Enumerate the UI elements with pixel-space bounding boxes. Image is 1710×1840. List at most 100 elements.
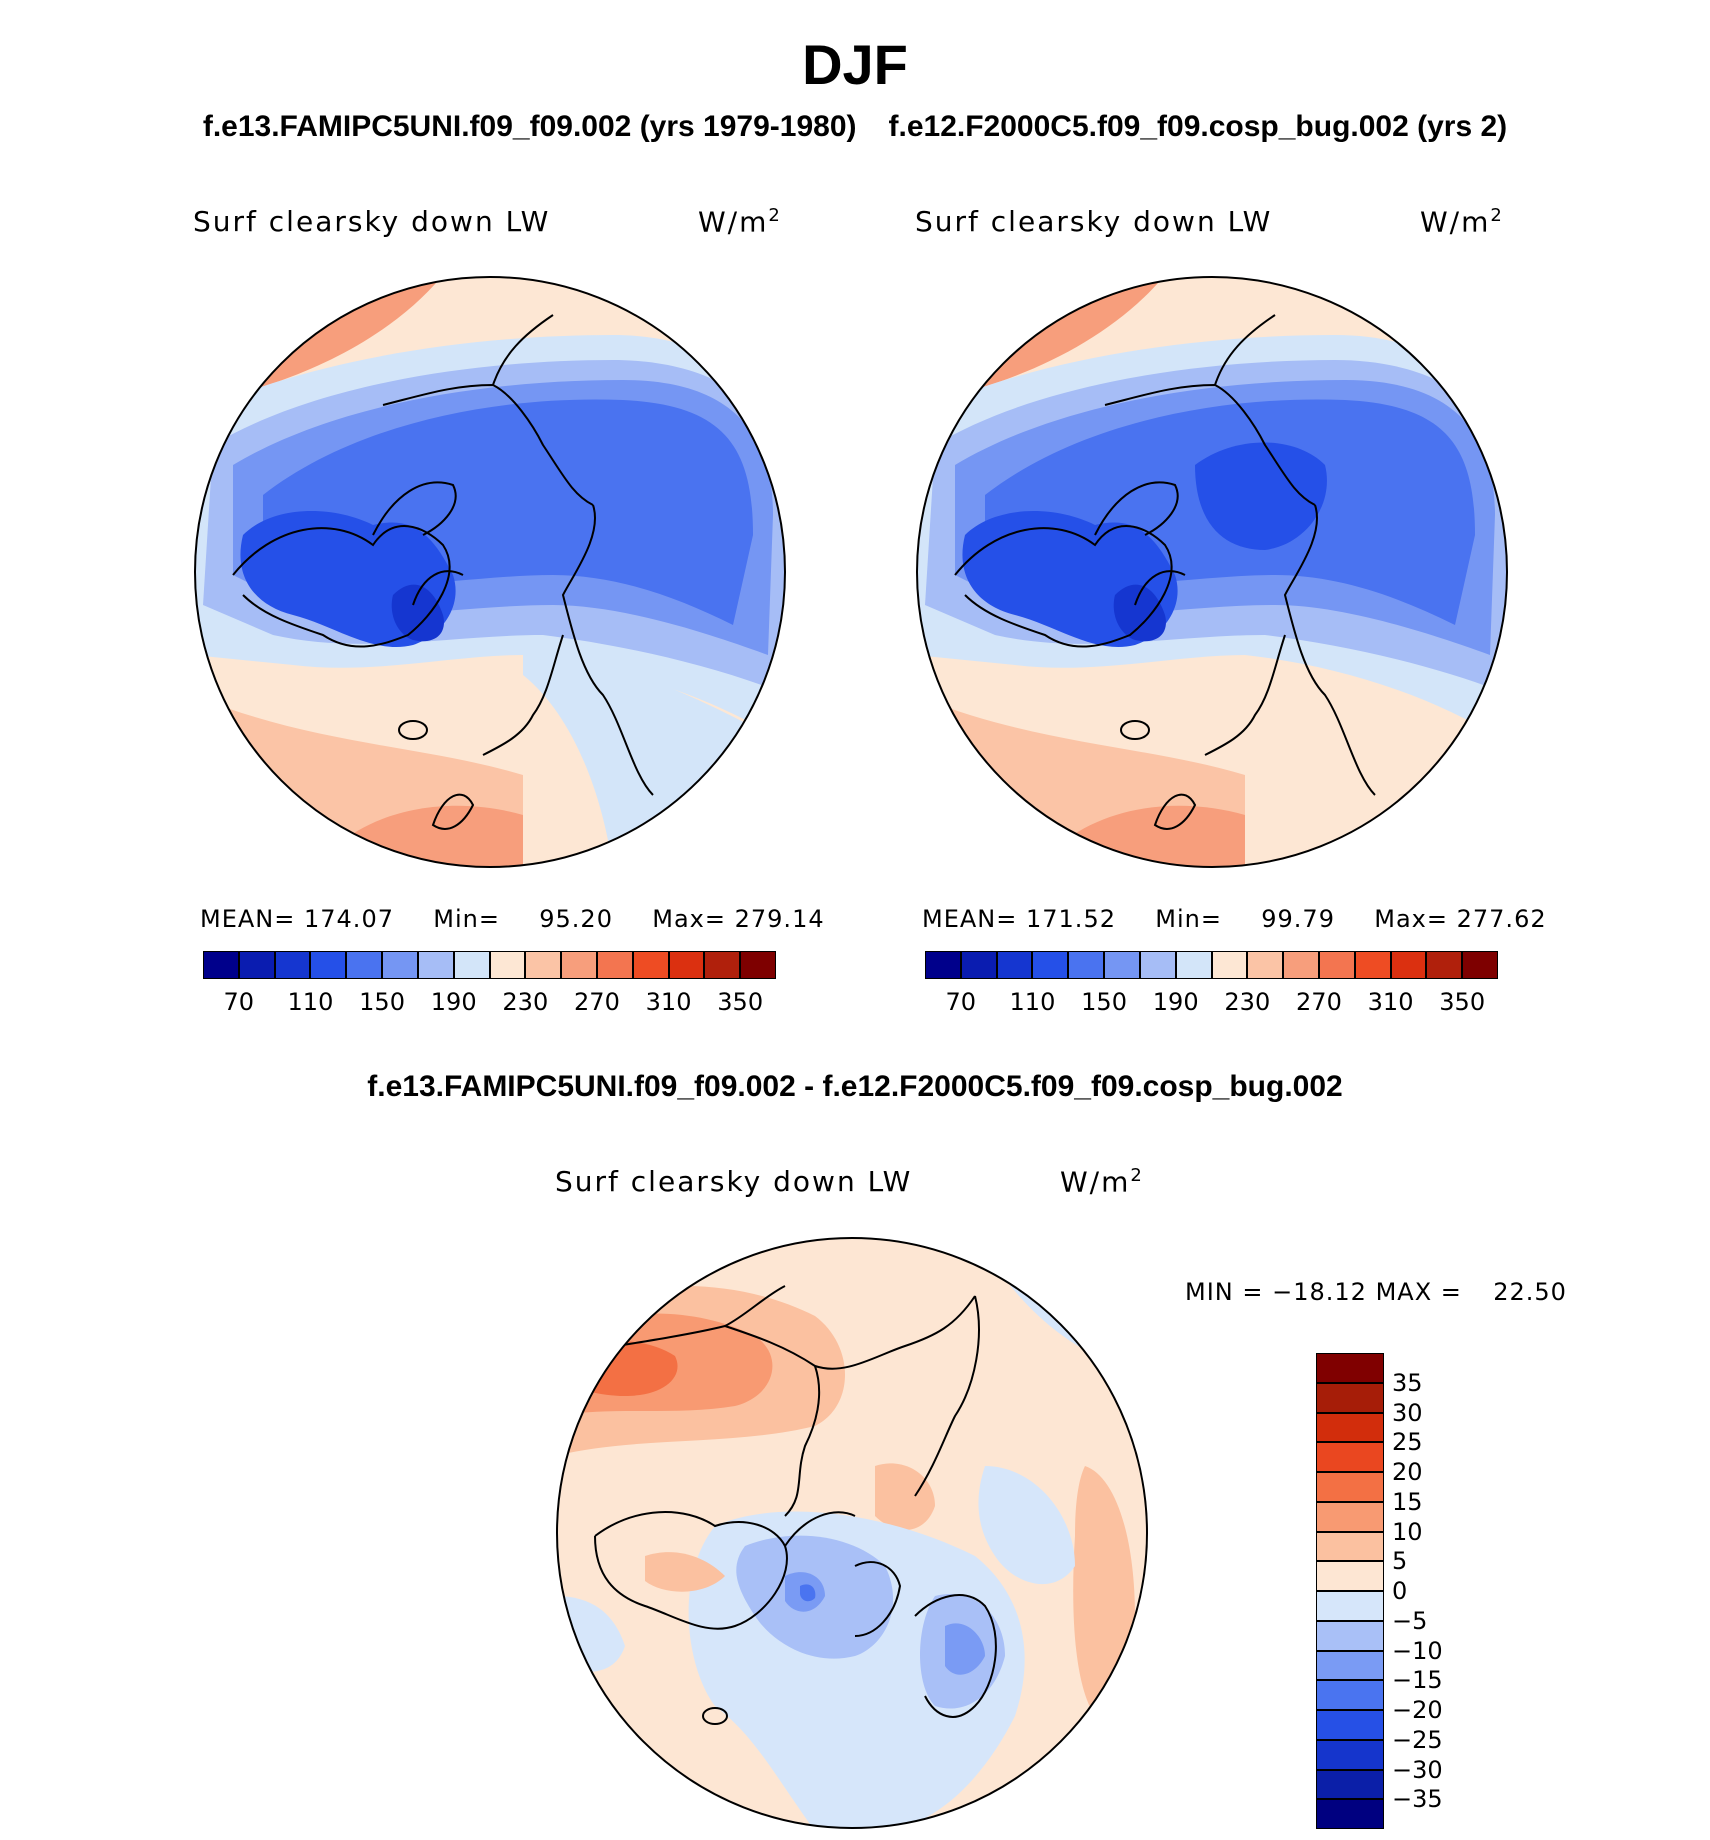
panel2-colorbar-tick-label: 190 [1152,988,1199,1016]
panel1-colorbar-tick-label: 190 [430,988,477,1016]
panel1-colorbar-swatch [274,951,311,979]
panel2-colorbar-swatch [960,951,997,979]
panel2-colorbar-swatch [1104,951,1140,979]
diff-stats: MIN = −18.12 MAX = 22.50 [1185,1278,1567,1306]
diff-colorbar [1316,1353,1384,1829]
diff-colorbar-tick-label: 10 [1392,1517,1423,1546]
panel1-colorbar-swatch [382,951,418,979]
panel2-min-label: Min= [1155,905,1222,933]
diff-min-label: MIN = [1185,1278,1264,1306]
panel2-variable-title: Surf clearsky down LW [915,205,1273,238]
panel1-colorbar [203,951,776,979]
panel1-min-label: Min= [433,905,500,933]
panel2-colorbar-swatch [1426,951,1463,979]
panel2-colorbar-swatch [1211,951,1248,979]
panel2-mean-label: MEAN= [922,905,1018,933]
diff-colorbar-swatch [1316,1561,1384,1591]
diff-colorbar-swatch [1316,1472,1384,1502]
panel2-colorbar-tick-label: 270 [1296,988,1342,1016]
diff-colorbar-swatch [1316,1501,1384,1532]
diff-colorbar-swatch [1316,1353,1384,1383]
panel1-mean-value: 174.07 [304,905,394,933]
diff-colorbar-swatch [1316,1650,1384,1681]
diff-colorbar-swatch [1316,1531,1384,1562]
diff-colorbar-labels: −35 −30 −25 −20 −15 −10 −5 0 5 10 15 20 25 30 35 [1392,1353,1482,1829]
panel1-colorbar-tick-label: 230 [502,988,549,1016]
panel2-colorbar-swatch [996,951,1033,979]
diff-colorbar-tick-label: 30 [1392,1398,1423,1427]
diff-max-label: MAX = [1375,1278,1462,1306]
panel2-colorbar-tick-label: 110 [1009,988,1056,1016]
difference-polar-map [556,1237,1148,1829]
panel2-colorbar-labels: 70 110 150 190 230 270 310 350 [925,988,1498,1018]
panel2-colorbar-swatch [1175,951,1212,979]
panel1-min-value: 95.20 [539,905,613,933]
panel2-colorbar-swatch [1247,951,1284,979]
diff-colorbar-swatch [1316,1769,1384,1800]
panel1-max-value: 279.14 [734,905,825,933]
panel2-colorbar-swatch [1139,951,1176,979]
panel1-colorbar-swatch [489,951,526,979]
panel2-colorbar-swatch [1354,951,1391,979]
panel1-colorbar-tick-label: 270 [574,988,620,1016]
case-titles: f.e13.FAMIPC5UNI.f09_f09.002 (yrs 1979-1… [0,110,1710,144]
panel1-variable-title: Surf clearsky down LW [193,205,551,238]
panel2-polar-map [916,276,1508,868]
panel1-colorbar-swatch [525,951,562,979]
panel1-colorbar-swatch [596,951,633,979]
difference-title: f.e13.FAMIPC5UNI.f09_f09.002 - f.e12.F20… [367,1070,1343,1103]
panel1-colorbar-tick-label: 310 [645,988,692,1016]
panel2-colorbar-swatch [1462,951,1498,979]
panel1-colorbar-tick-label: 350 [717,988,764,1016]
panel1-colorbar-swatch [632,951,669,979]
panel2-colorbar-swatch [1032,951,1069,979]
panel2-max-label: Max= [1374,905,1448,933]
panel2-colorbar-swatch [1283,951,1319,979]
diff-units: W/m2 [1060,1165,1144,1199]
panel2-colorbar-swatch [1318,951,1355,979]
diff-max-value: 22.50 [1493,1278,1567,1306]
panel1-colorbar-swatch [238,951,275,979]
panel1-colorbar-swatch [668,951,705,979]
diff-colorbar-swatch [1316,1710,1384,1740]
panel1-units: W/m2 [698,205,782,239]
panel2-colorbar-tick-label: 350 [1439,988,1486,1016]
panel1-polar-map [194,276,786,868]
panel1-colorbar-labels: 70 110 150 190 230 270 310 350 [203,988,776,1018]
panel2-stats: MEAN= 171.52 Min= 99.79 Max= 277.62 [922,905,1547,933]
panel2-mean-value: 171.52 [1026,905,1116,933]
panel1-colorbar-tick-label: 70 [223,988,255,1016]
diff-colorbar-tick-label: 25 [1392,1428,1423,1457]
panel2-colorbar-tick-label: 150 [1081,988,1127,1016]
diff-colorbar-tick-label: −15 [1392,1666,1443,1695]
diff-colorbar-tick-label: 0 [1392,1577,1408,1605]
panel2-colorbar-tick-label: 70 [945,988,977,1016]
panel1-stats: MEAN= 174.07 Min= 95.20 Max= 279.14 [200,905,825,933]
test-case-title: f.e13.FAMIPC5UNI.f09_f09.002 (yrs 1979-1… [202,110,857,143]
panel1-colorbar-swatch [740,951,776,979]
panel1-colorbar-swatch [704,951,741,979]
panel1-colorbar-swatch [561,951,597,979]
panel2-min-value: 99.79 [1261,905,1335,933]
diff-colorbar-tick-label: −25 [1392,1725,1443,1754]
diff-colorbar-swatch [1316,1591,1384,1621]
diff-colorbar-tick-label: 15 [1392,1487,1423,1516]
panel2-colorbar-tick-label: 310 [1367,988,1414,1016]
panel1-colorbar-swatch [310,951,347,979]
season-title: DJF [802,33,908,96]
panel2-colorbar-swatch [925,951,961,979]
panel1-colorbar-tick-label: 150 [359,988,405,1016]
diff-colorbar-tick-label: −30 [1392,1755,1443,1784]
diff-colorbar-tick-label: −20 [1392,1696,1443,1724]
diff-colorbar-tick-label: −35 [1392,1785,1443,1814]
panel2-max-value: 277.62 [1456,905,1547,933]
control-case-title: f.e12.F2000C5.f09_f09.cosp_bug.002 (yrs … [888,110,1508,143]
panel1-colorbar-swatch [417,951,454,979]
diff-colorbar-tick-label: −10 [1392,1636,1443,1665]
diff-colorbar-tick-label: 5 [1392,1547,1408,1576]
diff-colorbar-swatch [1316,1799,1384,1829]
diff-colorbar-swatch [1316,1739,1384,1770]
diff-colorbar-tick-label: 35 [1392,1368,1423,1397]
diff-colorbar-swatch [1316,1620,1384,1651]
diff-colorbar-tick-label: 20 [1392,1458,1423,1486]
